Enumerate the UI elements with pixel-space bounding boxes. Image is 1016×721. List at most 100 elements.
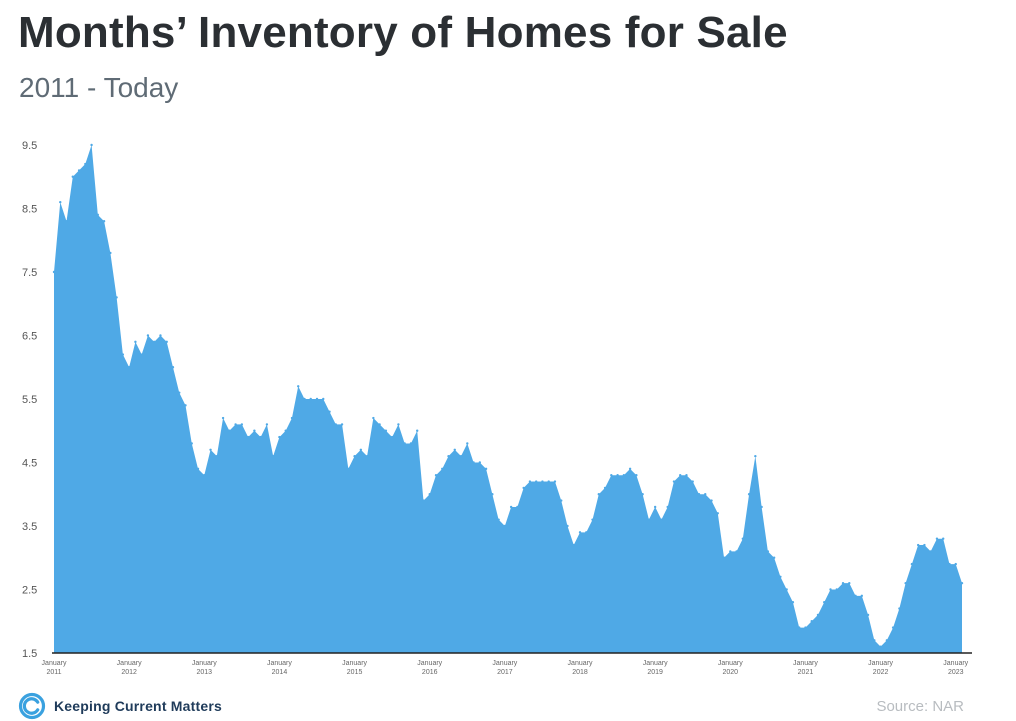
y-tick-label: 7.5 xyxy=(22,267,37,279)
data-point xyxy=(121,353,125,356)
x-tick-year-label: 2017 xyxy=(497,669,513,676)
data-point xyxy=(466,442,469,445)
data-point xyxy=(102,220,106,223)
x-tick-year-label: 2020 xyxy=(723,669,739,676)
data-point xyxy=(390,435,394,439)
y-tick-label: 2.5 xyxy=(22,585,37,597)
data-point xyxy=(841,581,845,585)
data-point xyxy=(935,537,939,540)
data-point xyxy=(716,512,719,515)
data-point xyxy=(653,505,657,509)
data-point xyxy=(942,537,945,540)
data-point xyxy=(403,442,406,445)
y-tick-label: 8.5 xyxy=(22,204,37,216)
data-point xyxy=(804,626,807,629)
data-point xyxy=(722,556,726,559)
x-tick-year-label: 2023 xyxy=(948,669,964,676)
x-tick-year-label: 2019 xyxy=(647,669,663,676)
data-point xyxy=(685,474,688,477)
data-point xyxy=(660,518,663,521)
y-axis-labels: 1.5 2.5 3.5 4.5 5.5 6.5 7.5 8.5 9.5 xyxy=(22,140,37,660)
data-point xyxy=(603,486,607,490)
source-label: Source: NAR xyxy=(876,698,964,715)
data-point xyxy=(879,645,882,648)
data-point xyxy=(666,505,669,509)
data-point xyxy=(52,270,56,274)
data-point xyxy=(378,423,381,426)
data-point xyxy=(178,391,181,394)
data-point xyxy=(246,435,250,439)
data-point xyxy=(347,467,350,471)
data-point xyxy=(271,454,275,458)
x-axis-labels: January 2011 January 2012 January 2013 January… xyxy=(42,660,969,676)
data-point xyxy=(547,480,550,483)
data-point xyxy=(165,340,168,344)
x-tick-year-label: 2016 xyxy=(422,669,438,676)
data-point xyxy=(503,524,507,528)
data-point xyxy=(372,416,375,420)
data-point xyxy=(90,143,93,147)
data-point xyxy=(622,474,626,477)
data-point xyxy=(397,423,400,426)
data-point xyxy=(791,601,795,604)
data-point xyxy=(409,442,413,445)
data-point xyxy=(516,505,519,509)
data-point xyxy=(365,454,369,458)
data-point xyxy=(297,385,300,388)
y-tick-label: 9.5 xyxy=(22,140,37,152)
data-point xyxy=(585,531,588,534)
data-point xyxy=(647,518,651,521)
data-point xyxy=(315,397,319,401)
data-point xyxy=(422,499,425,502)
data-point xyxy=(541,480,544,483)
data-point xyxy=(741,537,745,540)
x-tick-year-label: 2013 xyxy=(197,669,213,676)
keeping-current-matters-logo-icon xyxy=(18,692,46,720)
plot-area xyxy=(52,143,964,653)
data-point xyxy=(747,493,751,496)
data-point xyxy=(96,213,100,217)
chart-title: Months’ Inventory of Homes for Sale xyxy=(18,8,788,57)
data-point xyxy=(221,416,225,420)
data-point xyxy=(860,594,864,598)
data-point xyxy=(259,435,262,439)
data-point xyxy=(459,454,463,458)
brand-name: Keeping Current Matters xyxy=(54,698,222,714)
data-point xyxy=(641,493,644,496)
data-point xyxy=(553,480,557,483)
x-tick-month-label: January xyxy=(568,660,593,667)
data-point xyxy=(885,639,889,642)
data-point xyxy=(303,397,306,401)
data-point xyxy=(215,454,219,458)
data-point xyxy=(560,499,563,502)
data-point xyxy=(284,429,287,432)
data-point xyxy=(810,620,813,623)
x-tick-year-label: 2014 xyxy=(272,669,288,676)
data-point xyxy=(184,404,187,407)
data-point xyxy=(591,518,594,521)
inventory-area-series xyxy=(54,145,962,653)
data-point xyxy=(359,448,363,451)
data-point xyxy=(428,493,431,496)
data-point xyxy=(628,467,632,471)
data-point xyxy=(772,556,776,559)
data-point xyxy=(679,474,682,477)
x-tick-month-label: January xyxy=(192,660,217,667)
x-tick-month-label: January xyxy=(643,660,668,667)
x-tick-year-label: 2022 xyxy=(873,669,889,676)
data-point xyxy=(497,518,500,521)
y-tick-label: 4.5 xyxy=(22,458,37,470)
data-point xyxy=(240,423,244,426)
data-point xyxy=(322,397,325,401)
data-point xyxy=(115,296,118,299)
data-point xyxy=(146,334,150,337)
data-point xyxy=(171,366,175,369)
data-point xyxy=(228,429,231,432)
x-tick-year-label: 2015 xyxy=(347,669,363,676)
data-point xyxy=(916,543,920,547)
data-point xyxy=(534,480,538,483)
x-tick-month-label: January xyxy=(342,660,367,667)
x-tick-month-label: January xyxy=(943,660,968,667)
data-point xyxy=(910,562,914,566)
